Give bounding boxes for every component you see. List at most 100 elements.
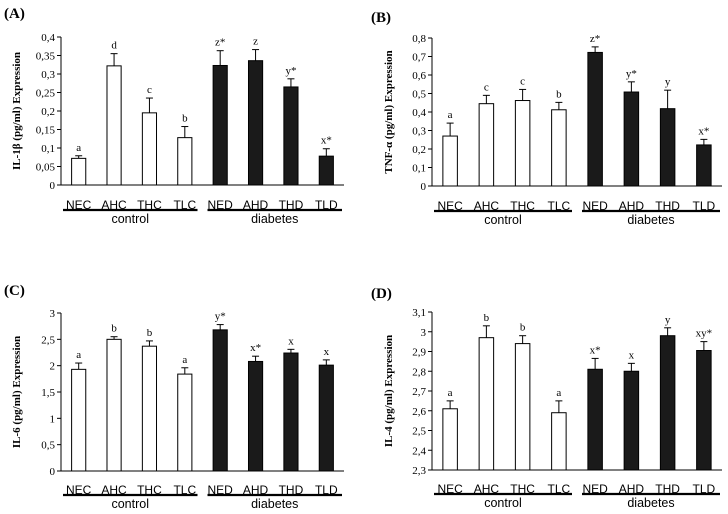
y-tick-label: 3,1 — [412, 307, 426, 319]
bar-ahc — [106, 65, 122, 186]
y-tick-label: 2,6 — [412, 406, 426, 418]
y-tick-label: 0 — [50, 466, 56, 478]
y-tick-label: 1 — [50, 413, 56, 425]
significance-label: x* — [590, 344, 601, 356]
significance-label: a — [76, 349, 81, 361]
y-tick-label: 0,6 — [412, 70, 426, 82]
y-tick-label: 0,05 — [36, 162, 56, 174]
y-axis-label: IL-6 (pg/ml) Expression — [11, 336, 23, 448]
y-tick-label: 0,35 — [36, 51, 56, 63]
x-category-label: AHC — [101, 483, 127, 497]
y-axis-label: TNF-α (pg/ml) Expression — [383, 50, 395, 173]
significance-label: y — [665, 76, 671, 88]
bar-thc — [514, 100, 531, 187]
significance-label: b — [556, 88, 562, 100]
significance-label: a — [448, 387, 453, 399]
significance-label: b — [111, 323, 117, 335]
x-category-label: NEC — [437, 199, 463, 213]
chart-panel-2: (B) TNF-α (pg/ml) Expression 0 0,1 0,2 0,3 0,4… — [371, 10, 722, 227]
x-category-label: NED — [582, 199, 608, 213]
bar-ahd — [247, 60, 264, 186]
bar-tlc — [551, 109, 567, 187]
significance-label: b — [520, 322, 526, 334]
x-category-label: TLC — [173, 483, 196, 497]
significance-label: x — [629, 349, 635, 361]
y-axis-label: IL-4 (pg/ml) Expression — [383, 335, 395, 447]
significance-label: b — [484, 312, 490, 324]
chart-panel-1: (A) IL-1β (pg/ml) Expression 0 0,05 0,1 0,15 0… — [4, 6, 344, 226]
bar-ahc — [106, 338, 122, 472]
group-label-diabetes: diabetes — [251, 212, 298, 226]
x-category-label: TLD — [315, 483, 338, 497]
x-category-label: THC — [137, 198, 162, 212]
bar-tld — [696, 350, 712, 471]
bar-ahd — [623, 91, 640, 187]
x-category-label: AHC — [474, 482, 500, 496]
x-category-label: TLC — [548, 199, 571, 213]
bar-nec — [442, 408, 458, 471]
group-label-control: control — [484, 496, 522, 510]
y-tick-label: 0 — [421, 181, 427, 193]
significance-label: z* — [590, 33, 600, 45]
bar-ned — [587, 368, 603, 471]
x-category-label: AHD — [243, 198, 269, 212]
y-tick-label: 0,15 — [36, 125, 56, 137]
x-category-label: AHC — [101, 198, 127, 212]
significance-label: a — [76, 142, 81, 154]
x-category-label: NEC — [66, 198, 92, 212]
bar-tlc — [177, 137, 193, 186]
significance-label: c — [147, 84, 152, 96]
y-axis-label: IL-1β (pg/ml) Expression — [11, 52, 23, 170]
group-label-diabetes: diabetes — [251, 497, 298, 511]
y-tick-label: 0,1 — [412, 163, 426, 175]
significance-label: y* — [215, 311, 226, 323]
significance-label: d — [111, 40, 117, 52]
group-label-diabetes: diabetes — [627, 213, 674, 227]
bar-ned — [212, 329, 228, 472]
y-tick-label: 0,25 — [36, 88, 56, 100]
y-tick-label: 0,1 — [41, 143, 55, 155]
y-tick-label: 2,3 — [412, 465, 426, 477]
significance-label: x — [288, 335, 294, 347]
x-category-label: THC — [510, 199, 535, 213]
y-tick-label: 0,5 — [41, 440, 55, 452]
panel-letter: (A) — [4, 6, 25, 22]
x-category-label: THC — [137, 483, 162, 497]
y-tick-label: 2,4 — [412, 445, 426, 457]
significance-label: x* — [698, 125, 709, 137]
x-category-label: AHD — [619, 199, 645, 213]
bar-nec — [71, 368, 87, 472]
y-tick-label: 2,5 — [412, 426, 426, 438]
bar-thc — [514, 343, 531, 471]
significance-label: c — [520, 75, 525, 87]
x-category-label: TLC — [173, 198, 196, 212]
x-category-label: NEC — [437, 482, 463, 496]
x-category-label: TLD — [315, 198, 338, 212]
chart-panel-3: (C) IL-6 (pg/ml) Expression 0 0,5 1 1,5 2 2,5 3 a… — [4, 283, 344, 511]
y-tick-label: 0 — [50, 180, 56, 192]
bar-thc — [141, 112, 158, 186]
y-tick-label: 3 — [50, 308, 56, 320]
bar-tlc — [177, 373, 193, 472]
significance-label: a — [182, 354, 187, 366]
bar-ned — [587, 51, 603, 187]
bar-thd — [659, 335, 676, 471]
x-category-label: TLC — [548, 482, 571, 496]
x-category-label: TLD — [693, 199, 716, 213]
y-tick-label: 0,3 — [41, 69, 55, 81]
significance-label: c — [484, 81, 489, 93]
significance-label: b — [182, 113, 188, 125]
group-label-control: control — [111, 212, 149, 226]
significance-label: z* — [215, 37, 225, 49]
x-category-label: THD — [655, 199, 680, 213]
x-category-label: NED — [208, 198, 234, 212]
x-category-label: THD — [279, 483, 304, 497]
bar-tld — [318, 364, 334, 472]
panel-letter: (C) — [4, 283, 25, 299]
bar-nec — [442, 135, 458, 187]
x-category-label: TLD — [693, 482, 716, 496]
y-tick-label: 0,4 — [41, 32, 55, 44]
significance-label: y* — [285, 65, 296, 77]
bar-thc — [141, 345, 158, 472]
bar-tld — [696, 144, 712, 187]
